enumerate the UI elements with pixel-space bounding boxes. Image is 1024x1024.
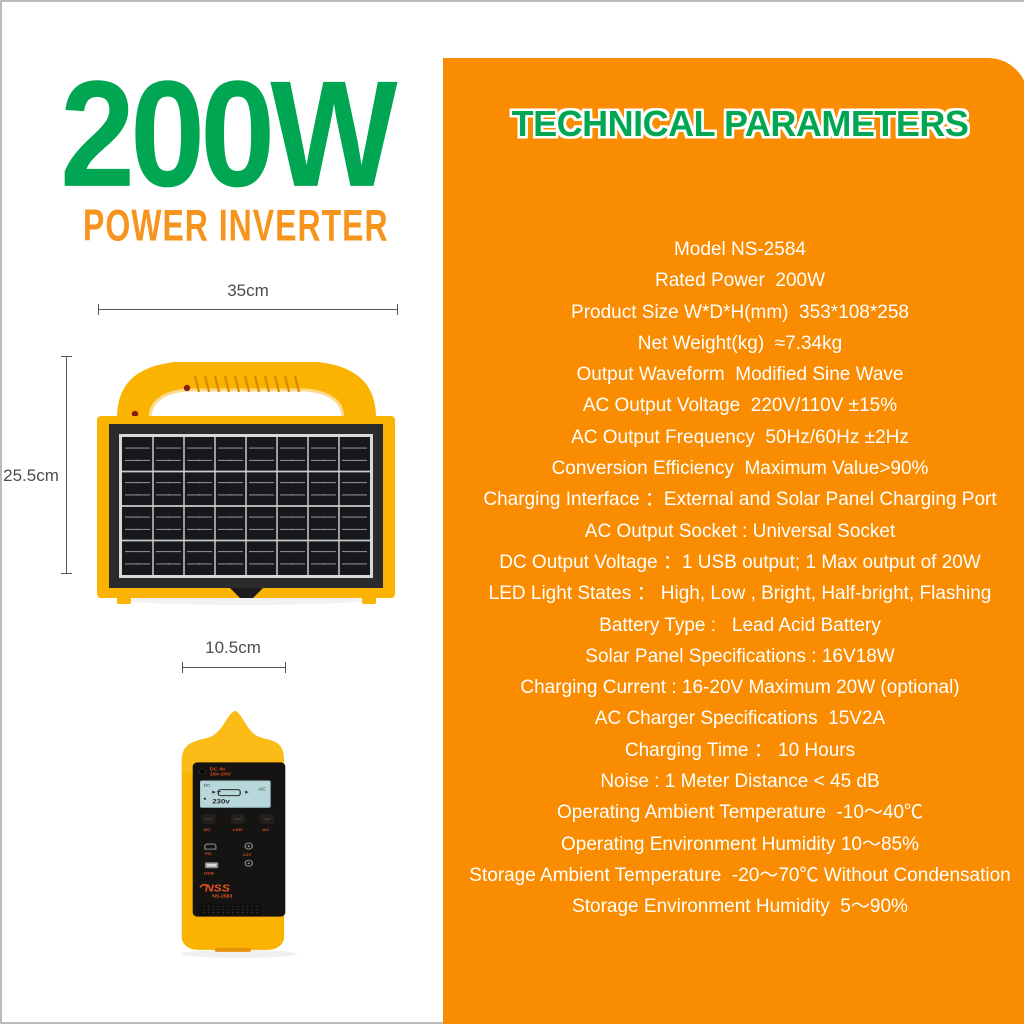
svg-text:16v-20V: 16v-20V xyxy=(210,772,232,777)
svg-text:DC: DC xyxy=(204,827,212,832)
svg-text:AC: AC xyxy=(262,827,270,832)
svg-text:AC: AC xyxy=(258,787,266,792)
svg-text:DC: DC xyxy=(204,783,212,788)
svg-text:LED: LED xyxy=(233,827,244,832)
svg-text:230v: 230v xyxy=(212,797,230,805)
svg-text:PD: PD xyxy=(205,852,213,857)
svg-text:12V: 12V xyxy=(243,853,252,858)
svg-text:NSS: NSS xyxy=(205,883,231,894)
svg-text:USB: USB xyxy=(204,871,215,876)
svg-text:NS-2583: NS-2583 xyxy=(212,894,233,899)
